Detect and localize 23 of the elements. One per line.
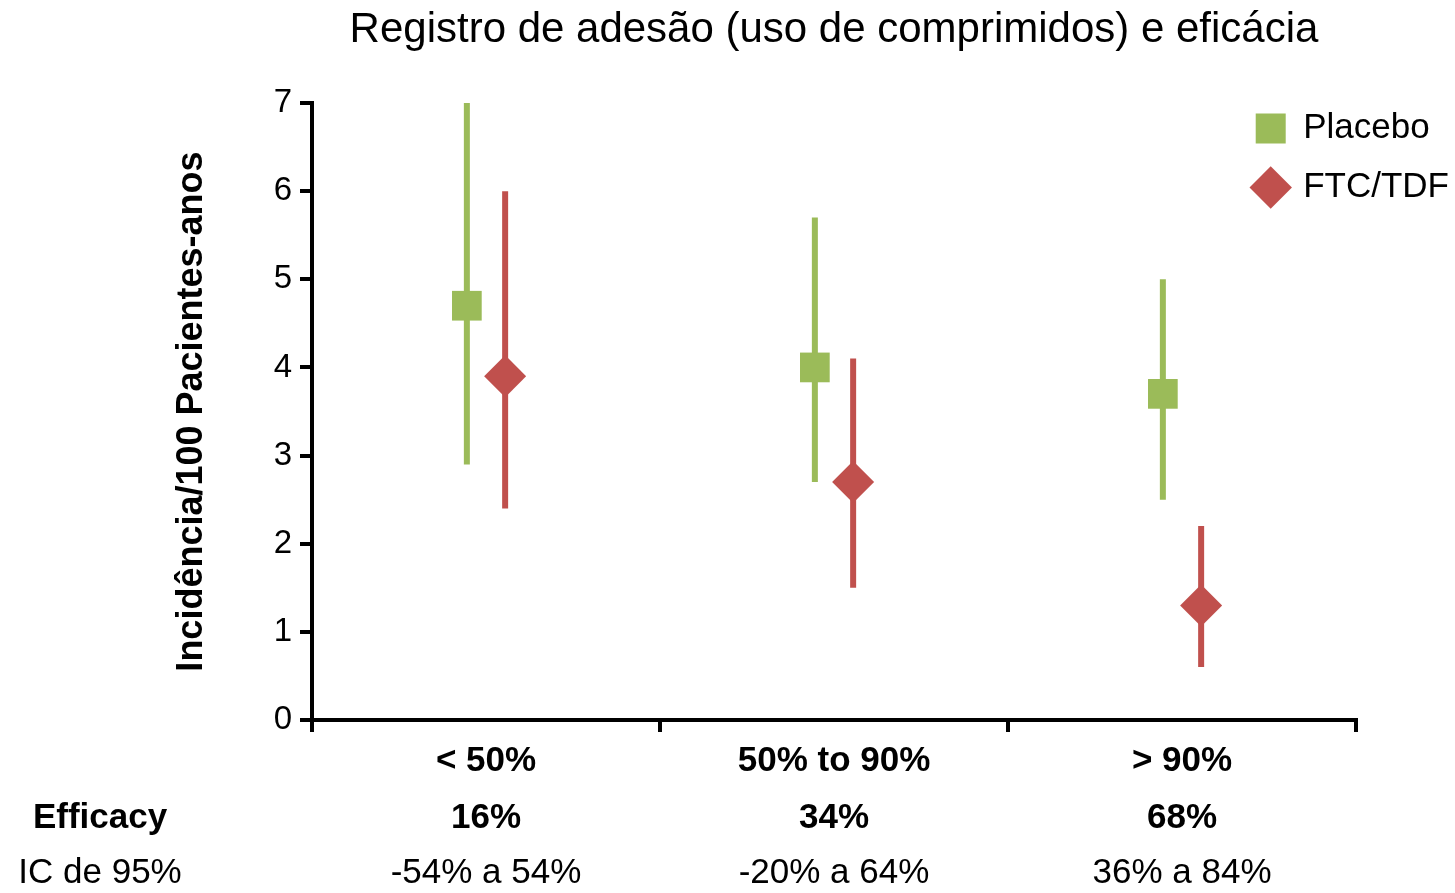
text: 34% — [798, 795, 870, 835]
y-tick-label: 2 — [273, 522, 292, 560]
y-tick-label: 5 — [273, 258, 292, 296]
y-tick-label: 3 — [273, 434, 292, 472]
text: 36% a 84% — [1092, 850, 1272, 890]
y-tick-label: 6 — [273, 170, 292, 208]
text: 16% — [450, 795, 522, 835]
y-tick-label: 4 — [273, 346, 292, 384]
legend-label: FTC/TDF — [1303, 165, 1449, 205]
text: IC de 95% — [18, 850, 182, 890]
legend-label: Placebo — [1303, 106, 1430, 146]
text: -20% a 64% — [738, 850, 930, 890]
text: 68% — [1146, 795, 1218, 835]
y-tick-label: 0 — [273, 699, 292, 737]
y-tick-label: 7 — [273, 82, 292, 120]
x-tick-label: > 90% — [1131, 738, 1233, 778]
text: Efficacy — [32, 795, 168, 835]
text: -54% a 54% — [390, 850, 582, 890]
x-tick-label: 50% to 90% — [737, 738, 931, 778]
chart-title: Registro de adesão (uso de comprimidos) e eficácia — [349, 3, 1320, 51]
y-tick-label: 1 — [273, 610, 292, 648]
y-axis-title: Incidência/100 Pacientes-anos — [168, 151, 210, 672]
x-tick-label: < 50% — [435, 738, 537, 778]
